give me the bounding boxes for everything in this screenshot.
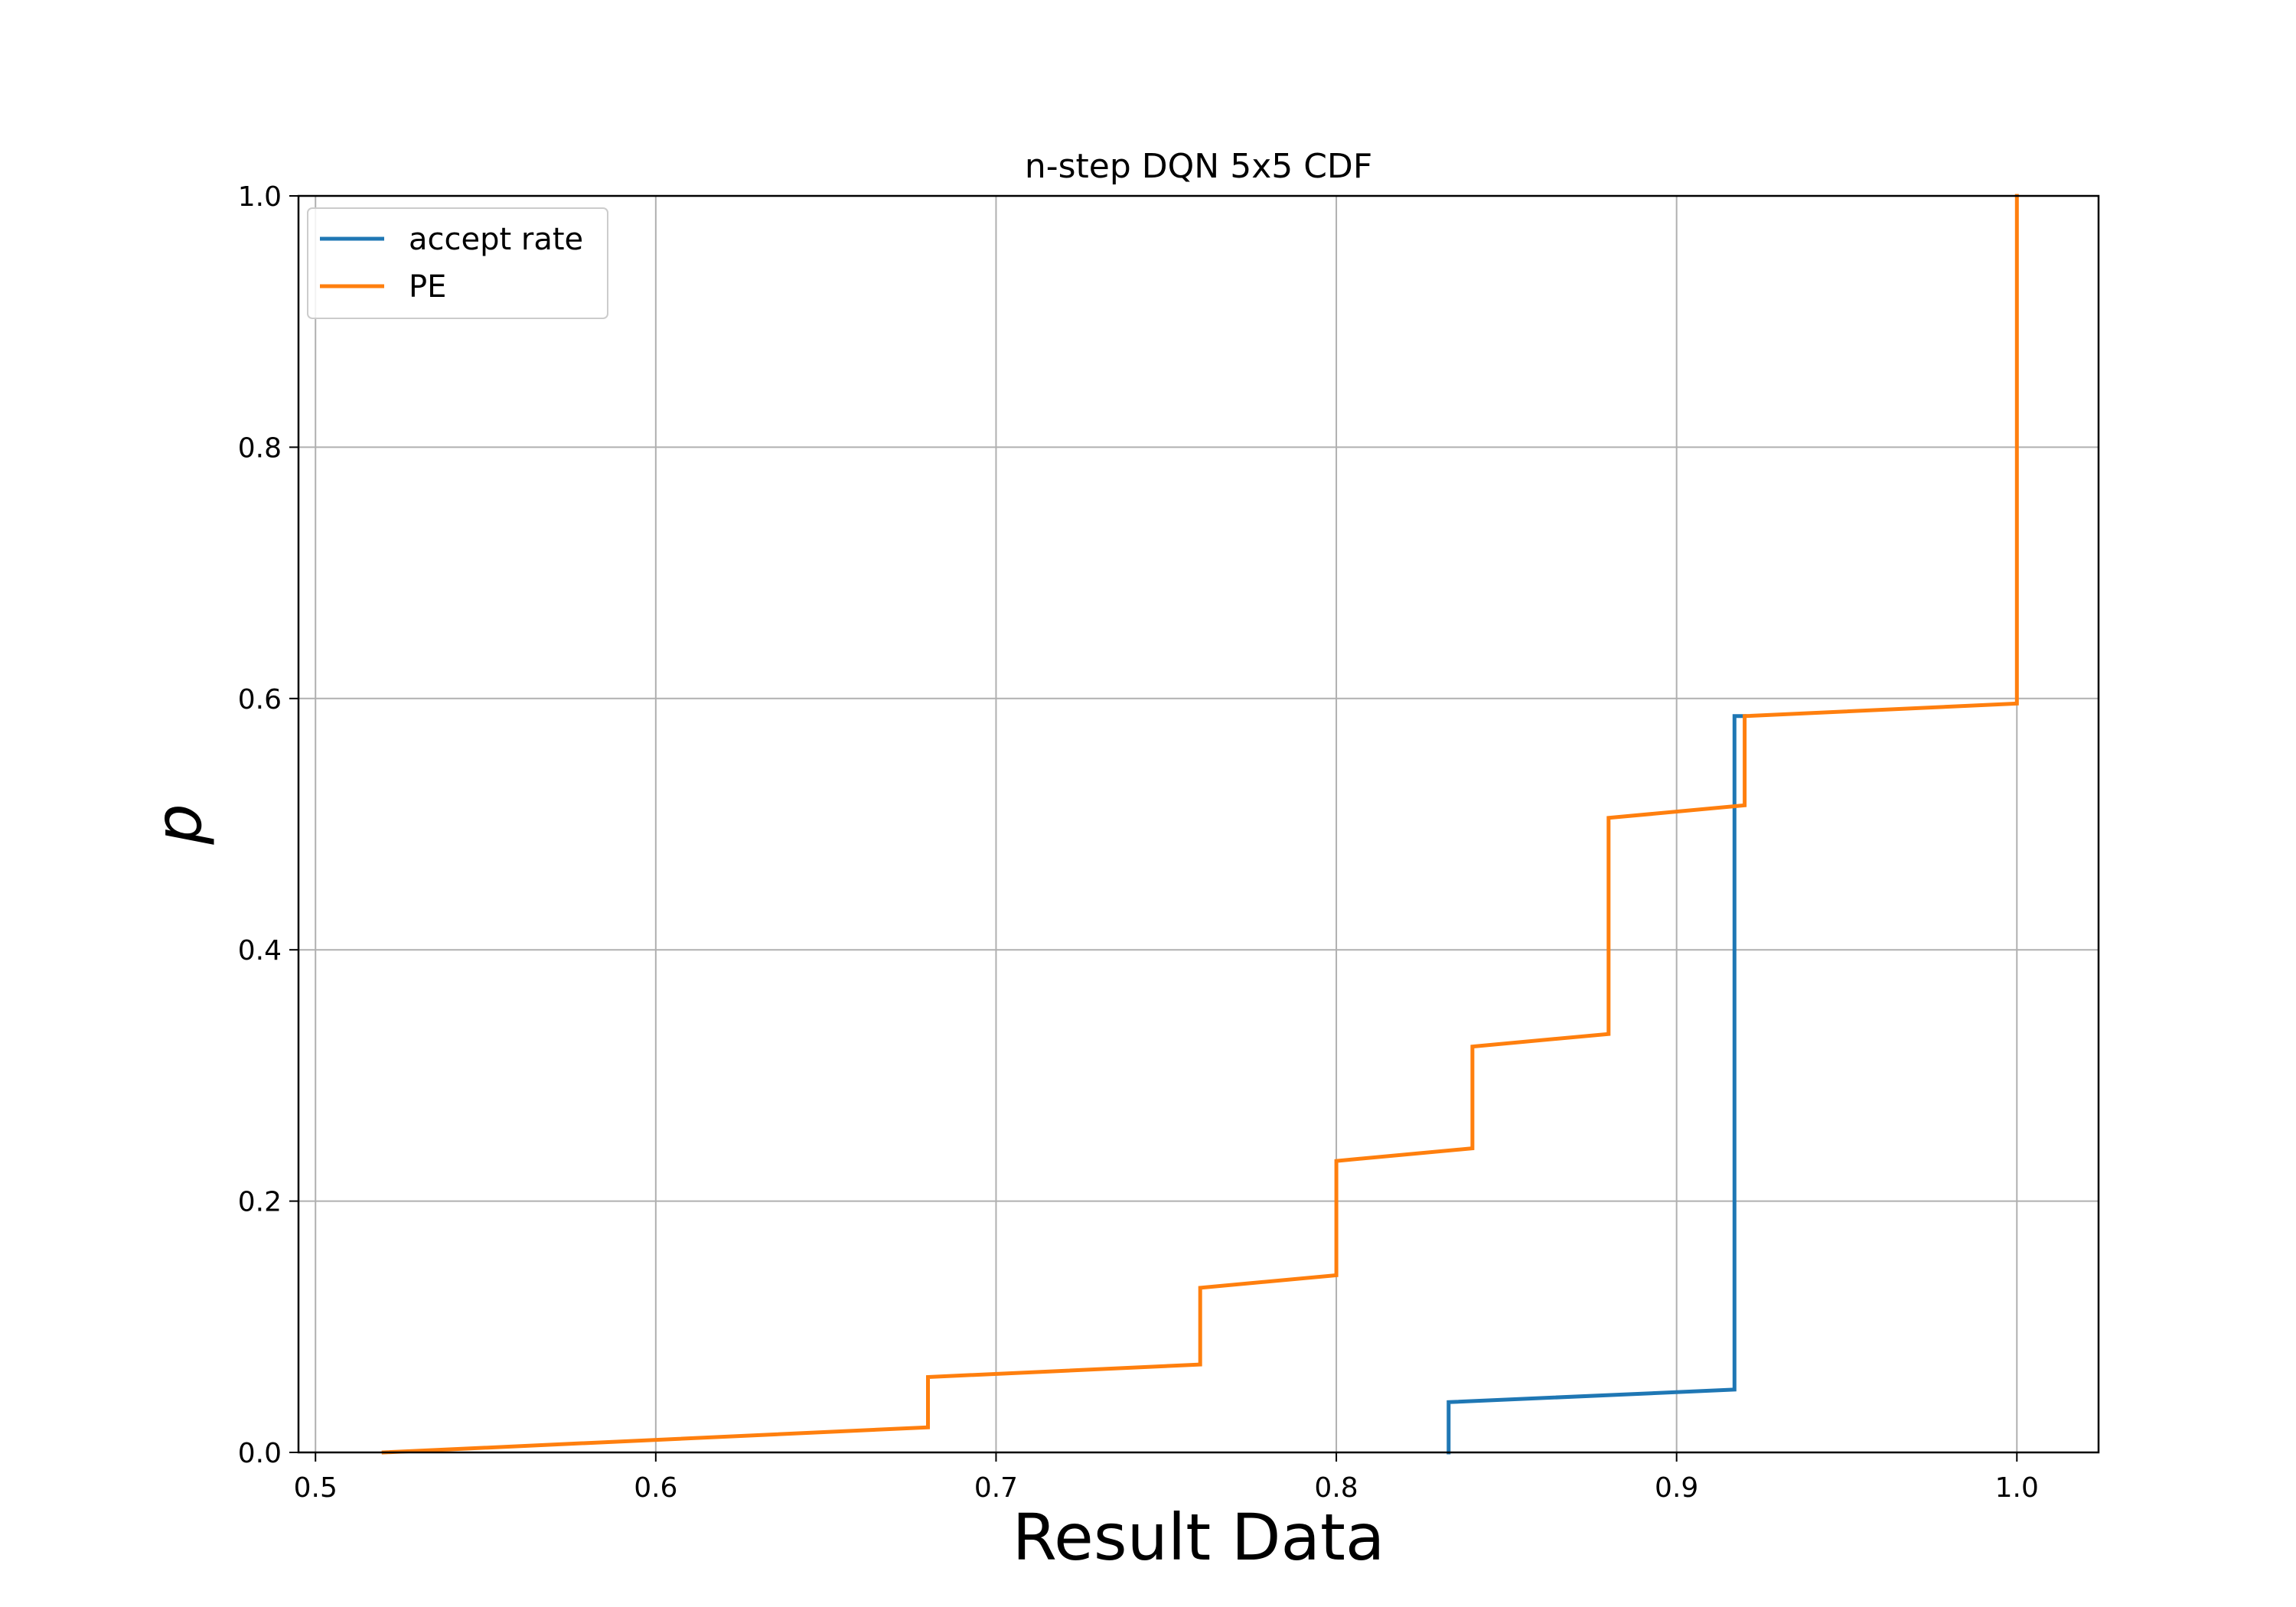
- legend-label-pe: PE: [409, 269, 446, 305]
- legend-label-accept-rate: accept rate: [409, 222, 583, 257]
- y-tick-label: 0.8: [238, 432, 282, 464]
- y-tick-label: 0.0: [238, 1438, 282, 1469]
- x-tick-label: 0.8: [1314, 1472, 1358, 1504]
- y-axis-label: p: [141, 804, 216, 845]
- grid: [298, 195, 2099, 1453]
- series-line-accept-rate: [1446, 714, 1747, 1455]
- x-tick-label: 0.5: [294, 1472, 338, 1504]
- legend-box: [307, 207, 608, 319]
- chart-title: n-step DQN 5x5 CDF: [1025, 147, 1372, 186]
- x-tick-label: 0.7: [974, 1472, 1018, 1504]
- y-tick-label: 1.0: [238, 181, 282, 213]
- x-tick-label: 0.9: [1655, 1472, 1698, 1504]
- x-axis-label: Result Data: [1013, 1500, 1385, 1575]
- x-tick-label: 0.6: [634, 1472, 677, 1504]
- x-tick-label: 1.0: [1995, 1472, 2039, 1504]
- y-tick-label: 0.6: [238, 684, 282, 715]
- series-layer: [381, 194, 2019, 1455]
- axis-ticks: 0.5 0.6 0.7 0.8 0.9 1.0 0.0 0.2 0.4 0.6 0.8 1.0: [238, 181, 2039, 1504]
- y-tick-label: 0.2: [238, 1187, 282, 1218]
- plot-frame: [297, 194, 2100, 1454]
- series-line-pe: [381, 194, 2019, 1455]
- y-tick-label: 0.4: [238, 935, 282, 966]
- legend: accept rate PE: [307, 207, 608, 319]
